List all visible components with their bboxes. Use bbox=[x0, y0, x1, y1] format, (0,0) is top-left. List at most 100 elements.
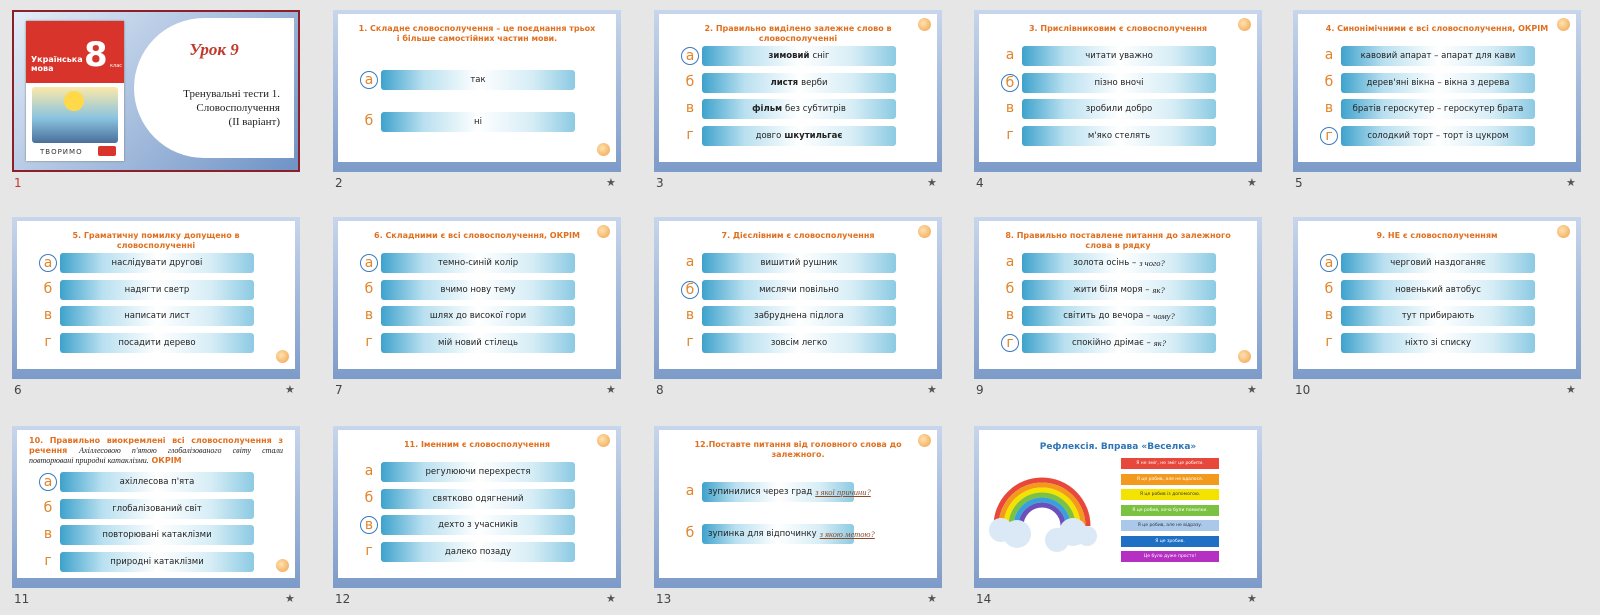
animation-star: ★ bbox=[606, 383, 616, 396]
option-bar[interactable]: глобалізований світ bbox=[60, 498, 254, 519]
option-bar[interactable]: зовсім легко bbox=[702, 332, 896, 353]
slide-number: 14 bbox=[976, 592, 992, 606]
option-bar[interactable]: вчимо нову тему bbox=[381, 279, 575, 300]
question-text: 4. Синонімічними є всі словосполучення, … bbox=[1325, 24, 1549, 33]
option-text: пізно вночі bbox=[1094, 77, 1144, 88]
option-hint: чому? bbox=[1153, 311, 1175, 321]
option-text: написати лист bbox=[124, 311, 190, 321]
slide-body: 3. Прислівниковим є словосполучення а чита… bbox=[979, 14, 1257, 162]
animation-star: ★ bbox=[285, 592, 295, 605]
option-bar[interactable]: природні катаклізми bbox=[60, 551, 254, 572]
slide-thumbnail[interactable]: 9. НЕ є словосполученням а черговий наздог… bbox=[1293, 217, 1581, 379]
option-bar[interactable]: надягти светр bbox=[60, 279, 254, 300]
option-bar[interactable]: повторювані катаклізми bbox=[60, 525, 254, 545]
option-bar[interactable]: фільм без субтитрів bbox=[702, 99, 896, 119]
option-hint: з якою метою? bbox=[819, 529, 875, 539]
option-part: листя bbox=[770, 77, 799, 88]
slide-thumbnail[interactable]: 6. Складними є всі словосполучення, ОКРІ… bbox=[333, 217, 621, 379]
option-text: зупинилися через град bbox=[708, 487, 813, 497]
option-bar[interactable]: наслідувати другові bbox=[60, 253, 254, 273]
option-text: святково одягнений bbox=[432, 493, 524, 504]
option-bar[interactable]: так bbox=[381, 70, 575, 90]
option-bar[interactable]: регулюючи перехрестя bbox=[381, 462, 575, 482]
stripe-text: Я це робив, але не відразу. bbox=[1137, 523, 1203, 528]
option-bar[interactable]: ахіллесова п'ята bbox=[60, 472, 254, 492]
option-letter: б bbox=[364, 113, 374, 129]
option-bar[interactable]: тут прибирають bbox=[1341, 306, 1535, 326]
option-bar[interactable]: читати уважно bbox=[1022, 46, 1216, 66]
option-bar[interactable]: зупинилися через град з якої причини? bbox=[702, 482, 871, 502]
slide-thumbnail[interactable]: 7. Дієслівним є словосполучення а вишитий … bbox=[654, 217, 942, 379]
option-bar[interactable]: світить до вечора – чому? bbox=[1022, 306, 1216, 326]
option-bar[interactable]: забруднена підлога bbox=[702, 306, 896, 326]
option-letter: в bbox=[43, 526, 53, 542]
slide-thumbnail[interactable]: 11. Іменним є словосполучення а регулюючи … bbox=[333, 426, 621, 588]
cloud bbox=[1003, 520, 1031, 548]
option-bar[interactable]: новенький автобус bbox=[1341, 279, 1535, 300]
option-bar[interactable]: черговий наздоганяє bbox=[1341, 253, 1535, 273]
slide-thumbnail[interactable]: Українська мова 8 клас ТВОРИМО Урок 9 Тренува… bbox=[12, 10, 300, 172]
reflection-stripe: Я це робив, але не відразу. bbox=[1121, 520, 1219, 531]
option-bar[interactable]: дехто з учасників bbox=[381, 515, 575, 535]
option-bar[interactable]: листя верби bbox=[702, 72, 896, 93]
option-text: ахіллесова п'ята bbox=[119, 477, 195, 487]
slide-thumbnail[interactable]: 3. Прислівниковим є словосполучення а чита… bbox=[974, 10, 1262, 172]
question: 3. Прислівниковим є словосполучення bbox=[997, 24, 1239, 34]
option-letter: б bbox=[1324, 280, 1334, 297]
option-bar[interactable]: ніхто зі списку bbox=[1341, 332, 1535, 353]
option-text: наслідувати другові bbox=[111, 258, 203, 268]
option-text: жити біля моря – bbox=[1073, 284, 1150, 295]
option-bar[interactable]: написати лист bbox=[60, 306, 254, 326]
option-hint: з якої причини? bbox=[815, 487, 871, 497]
option-letter: г bbox=[44, 552, 52, 569]
option-bar[interactable]: темно-синій колір bbox=[381, 253, 575, 273]
option-bar[interactable]: ні bbox=[381, 112, 575, 132]
option-bar[interactable]: мислячи повільно bbox=[702, 279, 896, 300]
option-bar[interactable]: братів героскутер – героскутер брата bbox=[1341, 99, 1535, 119]
option-bar[interactable]: пізно вночі bbox=[1022, 72, 1216, 93]
book-cover: Українська мова 8 клас ТВОРИМО bbox=[26, 21, 124, 161]
option-bar[interactable]: золота осінь – з чого? bbox=[1022, 253, 1216, 273]
option-letter: а bbox=[364, 463, 374, 479]
option-text: тут прибирають bbox=[1401, 311, 1475, 321]
slide-thumbnail[interactable]: 8. Правильно поставлене питання до залеж… bbox=[974, 217, 1262, 379]
slide-thumbnail[interactable]: 5. Граматичну помилку допущено в словосп… bbox=[12, 217, 300, 379]
option-bar[interactable]: зробили добро bbox=[1022, 99, 1216, 119]
question: 4. Синонімічними є всі словосполучення, … bbox=[1316, 24, 1558, 34]
cover-art bbox=[32, 87, 118, 143]
option-letter: а bbox=[1320, 254, 1338, 272]
slide-thumbnail[interactable]: 1. Складне словосполучення – це поєднанн… bbox=[333, 10, 621, 172]
option-bar[interactable]: зимовий сніг bbox=[702, 46, 896, 66]
option-bar[interactable]: довго шкутильгає bbox=[702, 125, 896, 146]
option-text: шлях до високої гори bbox=[429, 311, 527, 321]
option-bar[interactable]: шлях до високої гори bbox=[381, 306, 575, 326]
option-bar[interactable]: жити біля моря – як? bbox=[1022, 279, 1216, 300]
slide-thumbnail[interactable]: 10. Правильно виокремлені всі словосполу… bbox=[12, 426, 300, 588]
option-bar[interactable]: солодкий торт – торт із цукром bbox=[1341, 125, 1535, 146]
option-bar[interactable]: посадити дерево bbox=[60, 332, 254, 353]
option-bar[interactable]: мій новий стілець bbox=[381, 332, 575, 353]
option-text: вчимо нову тему bbox=[440, 284, 516, 295]
lesson-subtitle: Тренувальні тести 1. bbox=[183, 88, 280, 100]
slide-thumbnail[interactable]: 12.Поставте питання від головного слова … bbox=[654, 426, 942, 588]
option-text: зупинка для відпочинку bbox=[708, 529, 817, 539]
option-bar[interactable]: далеко позаду bbox=[381, 541, 575, 562]
option-bar[interactable]: святково одягнений bbox=[381, 488, 575, 509]
option-part: фільм bbox=[752, 104, 783, 114]
option-bar[interactable]: кавовий апарат – апарат для кави bbox=[1341, 46, 1535, 66]
lesson-subtitle: Словосполучення bbox=[196, 102, 280, 114]
slide-thumbnail[interactable]: 2. Правильно виділено залежне слово в сл… bbox=[654, 10, 942, 172]
slide-number: 8 bbox=[656, 383, 664, 397]
option-bar[interactable]: зупинка для відпочинку з якою метою? bbox=[702, 524, 875, 544]
slide-thumbnail[interactable]: Рефлексія. Вправа «Веселка» Я не зміг, не… bbox=[974, 426, 1262, 588]
option-bar[interactable]: спокійно дрімає – як? bbox=[1022, 332, 1216, 353]
animation-star: ★ bbox=[285, 383, 295, 396]
option-bar[interactable]: м'яко стелять bbox=[1022, 125, 1216, 146]
option-text: природні катаклізми bbox=[110, 556, 204, 567]
question-text: 5. Граматичну помилку допущено в словосп… bbox=[72, 231, 240, 250]
option-hint: з чого? bbox=[1139, 258, 1165, 268]
option-bar[interactable]: вишитий рушник bbox=[702, 253, 896, 273]
animation-star: ★ bbox=[1566, 383, 1576, 396]
slide-thumbnail[interactable]: 4. Синонімічними є всі словосполучення, … bbox=[1293, 10, 1581, 172]
option-bar[interactable]: дерев'яні вікна – вікна з дерева bbox=[1341, 72, 1535, 93]
